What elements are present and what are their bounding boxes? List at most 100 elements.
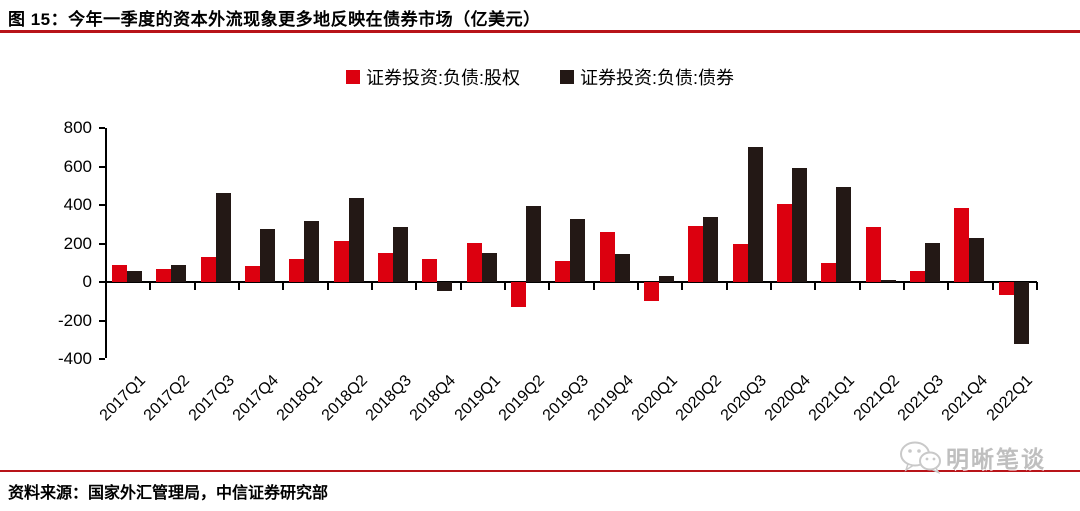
bar-equity-2019Q4 bbox=[599, 231, 615, 282]
bar-equity-2018Q4 bbox=[422, 258, 438, 282]
x-tick bbox=[105, 282, 107, 290]
bar-equity-2019Q2 bbox=[511, 282, 526, 308]
bar-bond-2020Q1 bbox=[659, 275, 674, 282]
legend-swatch-equity bbox=[345, 70, 360, 84]
x-axis-line bbox=[99, 281, 1037, 283]
x-tick bbox=[858, 282, 861, 290]
x-tick-label: 2019Q4 bbox=[584, 372, 637, 425]
y-tick-label: 800 bbox=[63, 118, 92, 137]
x-tick-label: 2020Q4 bbox=[761, 372, 815, 425]
bar-equity-2018Q2 bbox=[333, 240, 349, 282]
x-tick bbox=[947, 282, 950, 290]
x-tick-label: 2018Q3 bbox=[362, 372, 416, 425]
x-tick bbox=[725, 282, 728, 290]
bar-equity-2021Q3 bbox=[910, 271, 925, 282]
legend-item-equity: 证券投资:负债:股权 bbox=[345, 64, 520, 90]
x-tick bbox=[681, 282, 684, 290]
x-tick-label: 2017Q4 bbox=[229, 372, 283, 425]
watermark: 明晰笔谈 bbox=[898, 440, 1046, 474]
bar-bond-2019Q1 bbox=[481, 252, 497, 282]
bar-equity-2022Q1 bbox=[998, 282, 1014, 296]
bar-bond-2017Q1 bbox=[127, 271, 142, 282]
x-tick-label: 2017Q1 bbox=[96, 372, 150, 425]
y-tick-label: 400 bbox=[63, 195, 92, 214]
footer-rule bbox=[0, 470, 1080, 472]
bar-equity-2017Q3 bbox=[200, 256, 216, 282]
bar-bond-2018Q1 bbox=[304, 220, 320, 282]
bar-equity-2020Q1 bbox=[644, 282, 659, 302]
x-tick-label: 2017Q2 bbox=[141, 372, 194, 425]
bar-equity-2017Q4 bbox=[245, 266, 260, 282]
x-tick bbox=[770, 282, 772, 290]
x-tick bbox=[991, 282, 994, 290]
x-tick bbox=[282, 282, 285, 290]
bar-bond-2017Q2 bbox=[171, 264, 187, 282]
bar-equity-2021Q2 bbox=[865, 227, 881, 282]
x-tick-label: 2020Q1 bbox=[628, 372, 682, 425]
bar-equity-2019Q3 bbox=[555, 260, 571, 282]
wechat-icon bbox=[900, 441, 941, 474]
y-tick bbox=[99, 281, 105, 283]
x-tick-label: 2021Q2 bbox=[850, 372, 903, 425]
bar-bond-2021Q2 bbox=[880, 280, 896, 282]
x-tick-label: 2018Q1 bbox=[274, 372, 327, 425]
y-tick bbox=[99, 242, 105, 245]
bar-equity-2021Q4 bbox=[954, 207, 970, 282]
legend-label-equity: 证券投资:负债:股权 bbox=[365, 68, 520, 88]
x-tick bbox=[149, 282, 152, 290]
x-tick-label: 2018Q4 bbox=[407, 372, 460, 425]
y-tick bbox=[99, 165, 105, 168]
bar-bond-2021Q4 bbox=[969, 238, 985, 282]
x-tick-label: 2017Q3 bbox=[185, 372, 238, 425]
bar-bond-2020Q4 bbox=[792, 168, 807, 282]
y-tick bbox=[99, 204, 105, 206]
title-underline bbox=[0, 30, 1080, 33]
x-tick-label: 2021Q3 bbox=[894, 372, 948, 425]
x-tick bbox=[1036, 282, 1038, 290]
bar-bond-2019Q3 bbox=[570, 219, 586, 282]
bar-bond-2017Q3 bbox=[215, 193, 231, 282]
bar-equity-2018Q3 bbox=[378, 252, 393, 282]
x-tick bbox=[238, 282, 240, 290]
x-tick-label: 2018Q2 bbox=[318, 372, 371, 425]
x-tick-label: 2020Q3 bbox=[717, 372, 770, 425]
x-tick-label: 2019Q3 bbox=[540, 372, 593, 425]
bar-equity-2020Q4 bbox=[777, 204, 792, 282]
x-tick bbox=[592, 282, 595, 290]
x-tick-label: 2020Q2 bbox=[673, 372, 726, 425]
bar-equity-2017Q1 bbox=[112, 264, 127, 282]
bar-bond-2019Q2 bbox=[526, 205, 541, 282]
x-tick bbox=[415, 282, 418, 290]
y-tick-label: -400 bbox=[57, 349, 92, 368]
x-tick-label: 2022Q1 bbox=[983, 372, 1036, 425]
bar-equity-2018Q1 bbox=[289, 258, 305, 282]
bar-equity-2020Q2 bbox=[688, 226, 704, 282]
x-tick bbox=[459, 282, 462, 290]
x-tick bbox=[371, 282, 373, 290]
x-tick bbox=[504, 282, 506, 290]
bar-bond-2020Q2 bbox=[703, 217, 719, 282]
bar-equity-2019Q1 bbox=[466, 242, 482, 282]
bar-bond-2017Q4 bbox=[260, 229, 275, 282]
bar-equity-2021Q1 bbox=[821, 262, 837, 282]
x-tick bbox=[326, 282, 329, 290]
y-tick-label: 600 bbox=[63, 156, 92, 176]
bar-bond-2022Q1 bbox=[1013, 282, 1029, 344]
y-tick bbox=[99, 127, 105, 129]
source-note: 资料来源：国家外汇管理局，中信证券研究部 bbox=[8, 485, 329, 502]
bar-bond-2018Q2 bbox=[348, 197, 364, 282]
legend-item-bond: 证券投资:负债:债券 bbox=[560, 64, 734, 90]
y-tick-label: 200 bbox=[63, 233, 92, 253]
bar-bond-2021Q3 bbox=[925, 242, 940, 282]
bar-equity-2017Q2 bbox=[156, 269, 172, 282]
legend-label-bond: 证券投资:负债:债券 bbox=[580, 68, 735, 88]
watermark-label: 明晰笔谈 bbox=[946, 446, 1046, 472]
x-tick bbox=[193, 282, 196, 290]
x-tick-label: 2019Q1 bbox=[451, 372, 504, 425]
legend-swatch-bond bbox=[560, 70, 574, 84]
y-tick-label: 0 bbox=[82, 272, 92, 291]
x-tick bbox=[548, 282, 551, 290]
chart-legend: 证券投资:负债:股权 证券投资:负债:债券 bbox=[0, 64, 1080, 90]
